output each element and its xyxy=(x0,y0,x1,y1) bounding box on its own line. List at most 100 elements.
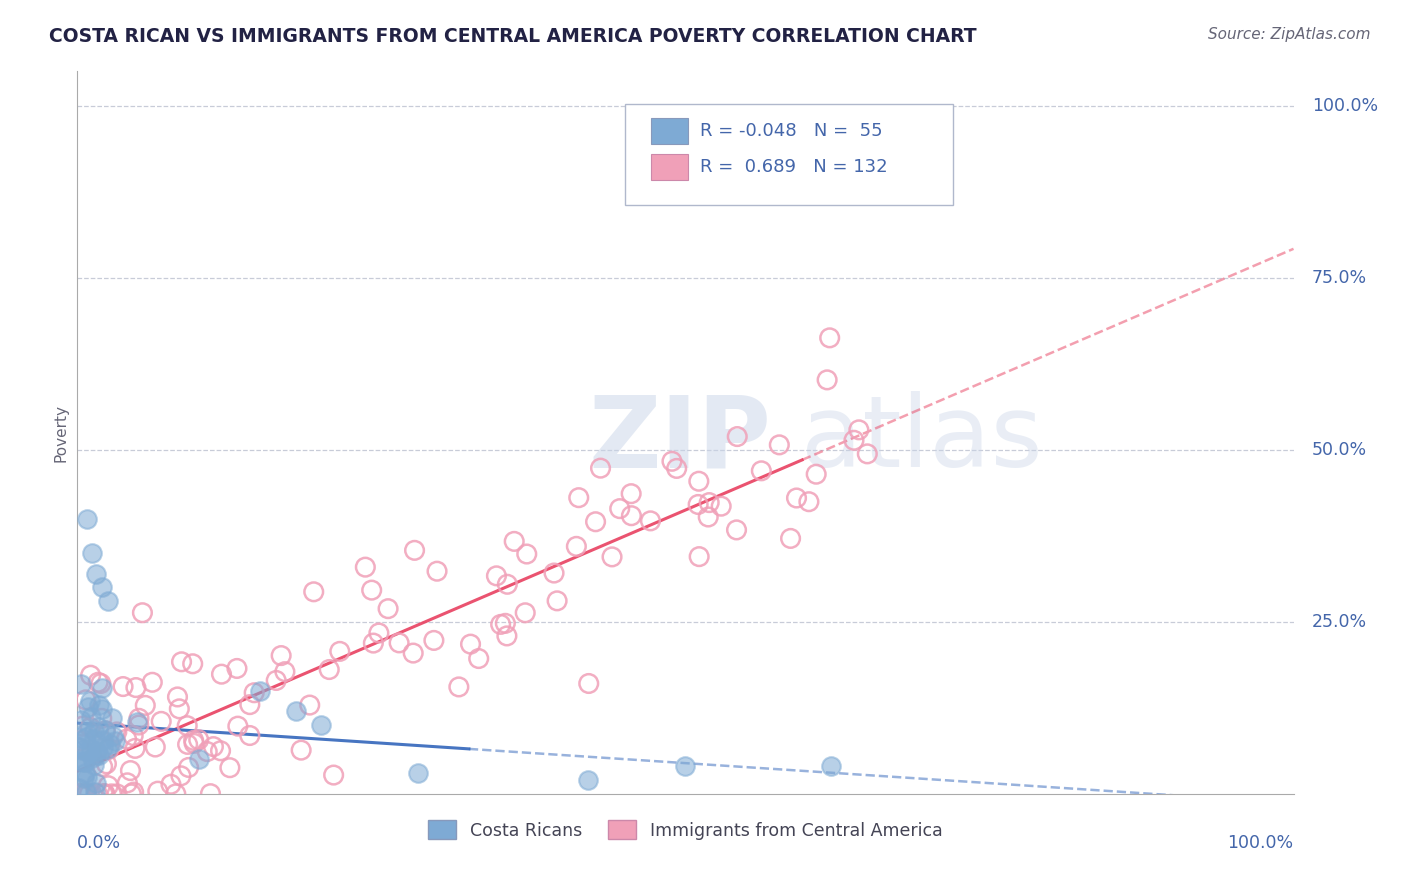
Point xyxy=(117,776,139,790)
Point xyxy=(115,732,138,747)
Point xyxy=(76,744,98,758)
Point xyxy=(688,475,710,489)
Point xyxy=(665,461,688,475)
Point xyxy=(70,787,93,801)
Point xyxy=(75,724,97,739)
Point xyxy=(134,698,156,713)
Point xyxy=(298,698,321,712)
Point xyxy=(710,499,733,513)
Point xyxy=(84,748,107,763)
Point xyxy=(426,564,449,578)
Point xyxy=(786,491,808,505)
Point xyxy=(80,741,103,756)
Point xyxy=(122,785,145,799)
Point xyxy=(83,758,105,772)
Point xyxy=(90,711,112,725)
Point xyxy=(91,732,114,747)
Point xyxy=(363,636,385,650)
Point xyxy=(768,438,790,452)
Text: COSTA RICAN VS IMMIGRANTS FROM CENTRAL AMERICA POVERTY CORRELATION CHART: COSTA RICAN VS IMMIGRANTS FROM CENTRAL A… xyxy=(49,27,977,45)
Point xyxy=(86,787,108,801)
Point xyxy=(402,646,425,660)
Point xyxy=(91,702,114,716)
Point xyxy=(67,787,90,801)
Point xyxy=(264,673,287,688)
Point xyxy=(120,787,142,801)
Point xyxy=(725,523,748,537)
Point xyxy=(806,467,828,482)
Bar xyxy=(651,154,688,180)
Point xyxy=(69,787,91,801)
Point xyxy=(75,766,97,780)
Point xyxy=(546,594,568,608)
Point xyxy=(86,720,108,734)
Point xyxy=(406,766,429,780)
Point xyxy=(91,759,114,773)
Point xyxy=(183,736,205,750)
Point xyxy=(146,784,169,798)
Point xyxy=(73,787,96,801)
Point xyxy=(131,606,153,620)
Point xyxy=(79,668,101,682)
Point xyxy=(856,447,879,461)
Point xyxy=(69,713,91,727)
Text: 50.0%: 50.0% xyxy=(1312,441,1367,458)
Point xyxy=(141,675,163,690)
Point xyxy=(697,510,720,524)
Point xyxy=(640,514,662,528)
Point xyxy=(112,680,135,694)
Point xyxy=(388,636,411,650)
Point xyxy=(79,787,101,801)
Point xyxy=(72,771,94,785)
Point xyxy=(249,683,271,698)
Point xyxy=(516,547,538,561)
Point xyxy=(87,698,110,713)
Point xyxy=(84,785,107,799)
Point xyxy=(79,694,101,708)
Point xyxy=(176,719,198,733)
Point xyxy=(73,755,96,769)
Point xyxy=(76,700,98,714)
Text: R =  0.689   N = 132: R = 0.689 N = 132 xyxy=(700,158,887,176)
Point xyxy=(84,566,107,581)
Point xyxy=(578,676,600,690)
Point xyxy=(84,775,107,789)
Point xyxy=(128,718,150,732)
Point xyxy=(302,584,325,599)
Point xyxy=(100,711,122,725)
Point xyxy=(815,373,838,387)
Point xyxy=(318,663,340,677)
Point xyxy=(80,710,103,724)
Point xyxy=(96,756,118,771)
Text: 75.0%: 75.0% xyxy=(1312,268,1367,287)
Point xyxy=(90,581,112,595)
Point xyxy=(188,752,211,766)
Point xyxy=(503,534,526,549)
Point xyxy=(70,742,93,756)
Point xyxy=(842,434,865,448)
Point xyxy=(202,739,225,754)
Point xyxy=(697,495,720,509)
Point xyxy=(75,785,97,799)
Point xyxy=(67,740,90,755)
Bar xyxy=(651,119,688,144)
Point xyxy=(494,616,516,631)
Point xyxy=(177,760,200,774)
Point xyxy=(496,577,519,591)
Point xyxy=(589,461,612,475)
Point xyxy=(87,747,110,762)
Point xyxy=(377,601,399,615)
Point xyxy=(600,549,623,564)
Point xyxy=(94,723,117,738)
Point xyxy=(169,702,191,716)
Point xyxy=(91,787,114,801)
Point xyxy=(80,546,103,560)
Text: atlas: atlas xyxy=(801,392,1043,488)
Point xyxy=(243,686,266,700)
Point xyxy=(322,768,344,782)
Point xyxy=(90,676,112,690)
Point xyxy=(749,464,772,478)
Point xyxy=(404,543,426,558)
Point xyxy=(75,693,97,707)
Point xyxy=(80,751,103,765)
